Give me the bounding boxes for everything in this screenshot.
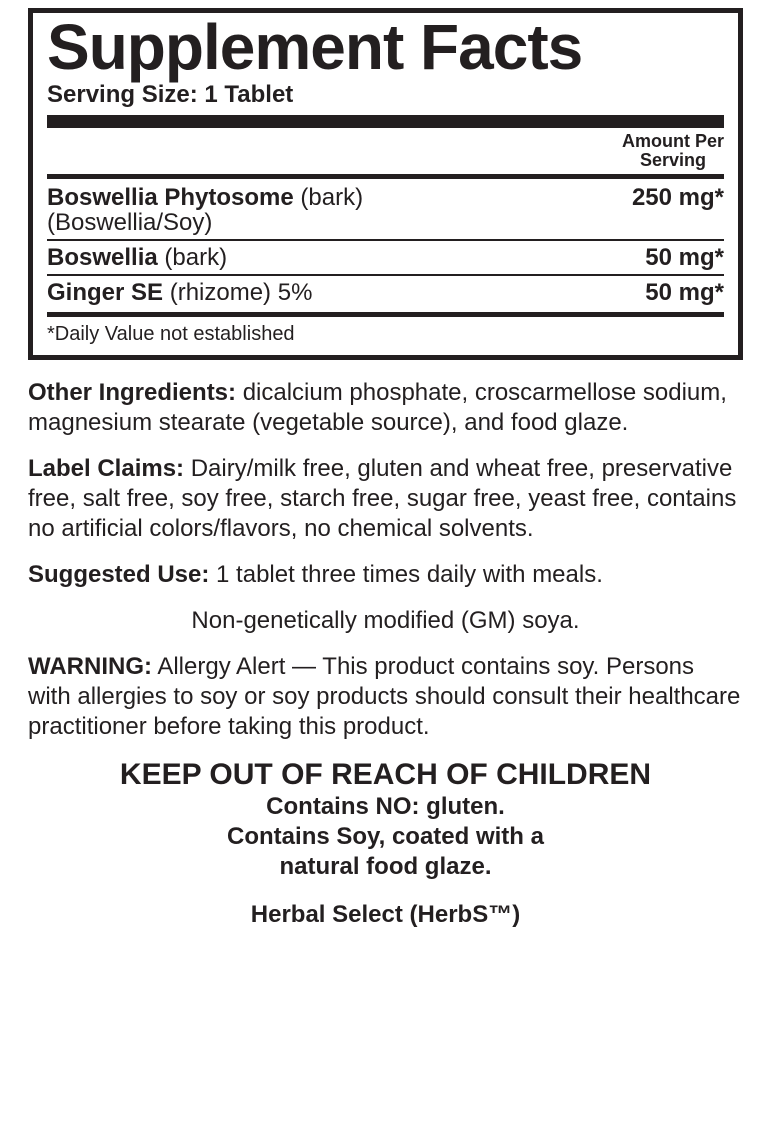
divider-med [47,174,724,179]
nutrient-row: Ginger SE (rhizome) 5% 50 mg* [47,278,724,307]
label-claims: Label Claims: Dairy/milk free, gluten an… [28,454,743,544]
nutrient-amount: 50 mg* [645,280,724,305]
divider-med [47,312,724,317]
child-warning-body: Contains NO: gluten. Contains Soy, coate… [28,792,743,882]
label: Other Ingredients: [28,379,236,406]
divider-thin [47,239,724,241]
label: WARNING: [28,653,152,680]
nutrient-name: Boswellia Phytosome [47,184,294,211]
nutrient-name: Ginger SE [47,279,163,306]
nutrient-row: Boswellia (bark) 50 mg* [47,243,724,272]
nutrient-amount: 50 mg* [645,245,724,270]
nutrient-qualifier: (bark) [164,244,227,271]
amount-per-serving-header: Amount Per Serving [622,132,724,170]
serving-size: Serving Size: 1 Tablet [47,81,724,109]
suggested-use: Suggested Use: 1 tablet three times dail… [28,560,743,590]
column-header: Amount Per Serving [47,132,724,170]
footnote: *Daily Value not established [47,323,724,345]
text: 1 tablet three times daily with meals. [209,561,603,588]
nutrient-qualifier: (bark) [300,184,363,211]
nutrient-row: Boswellia Phytosome (bark) (Boswellia/So… [47,183,724,237]
divider-thin [47,274,724,276]
other-ingredients: Other Ingredients: dicalcium phosphate, … [28,378,743,438]
nutrient-amount: 250 mg* [632,185,724,210]
supplement-facts-panel: Supplement Facts Serving Size: 1 Tablet … [28,8,743,360]
non-gmo-statement: Non-genetically modified (GM) soya. [28,606,743,636]
distributor: Herbal Select (HerbS™) [28,900,743,930]
child-warning-head: KEEP OUT OF REACH OF CHILDREN [28,758,743,792]
label: Label Claims: [28,455,184,482]
label: Suggested Use: [28,561,209,588]
divider-thick [47,115,724,128]
warning: WARNING: Allergy Alert — This product co… [28,652,743,742]
nutrient-name: Boswellia [47,244,158,271]
nutrient-sub: (Boswellia/Soy) [47,210,363,235]
panel-title: Supplement Facts [47,15,724,79]
nutrient-qualifier: (rhizome) 5% [170,279,313,306]
